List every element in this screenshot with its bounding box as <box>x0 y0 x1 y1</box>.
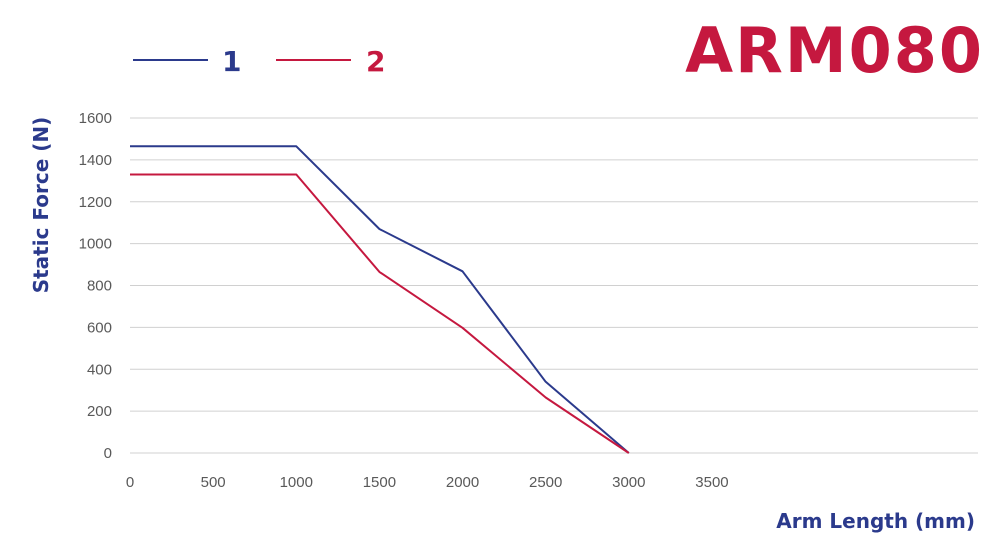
y-tick-label-200: 200 <box>87 403 112 420</box>
x-tick-label-3500: 3500 <box>695 474 728 491</box>
y-axis-title: Static Force (N) <box>29 117 53 294</box>
y-tick-label-800: 800 <box>87 278 112 295</box>
legend-label-series-1: 1 <box>222 45 241 78</box>
y-tick-label-600: 600 <box>87 319 112 336</box>
chart-title: ARM080 <box>685 14 984 87</box>
x-tick-labels: 0 500 1000 1500 2000 2500 3000 3500 <box>126 474 729 491</box>
y-tick-labels: 0 200 400 600 800 1000 1200 1400 1600 <box>79 110 112 462</box>
x-tick-label-1000: 1000 <box>280 474 313 491</box>
x-tick-label-2000: 2000 <box>446 474 479 491</box>
y-tick-label-0: 0 <box>104 445 112 462</box>
legend-label-series-2: 2 <box>366 45 385 78</box>
gridlines <box>130 117 978 454</box>
x-tick-label-2500: 2500 <box>529 474 562 491</box>
x-tick-label-3000: 3000 <box>612 474 645 491</box>
series-lines <box>130 145 630 454</box>
y-tick-label-1400: 1400 <box>79 152 112 169</box>
y-tick-label-1600: 1600 <box>79 110 112 127</box>
y-tick-label-1200: 1200 <box>79 194 112 211</box>
x-axis-title: Arm Length (mm) <box>776 509 975 533</box>
legend: 1 2 <box>133 45 385 78</box>
y-tick-label-400: 400 <box>87 361 112 378</box>
x-tick-label-0: 0 <box>126 474 134 491</box>
y-tick-label-1000: 1000 <box>79 236 112 253</box>
x-tick-label-500: 500 <box>201 474 226 491</box>
series-line-2 <box>130 173 630 454</box>
x-tick-label-1500: 1500 <box>363 474 396 491</box>
series-line-1 <box>130 145 630 454</box>
